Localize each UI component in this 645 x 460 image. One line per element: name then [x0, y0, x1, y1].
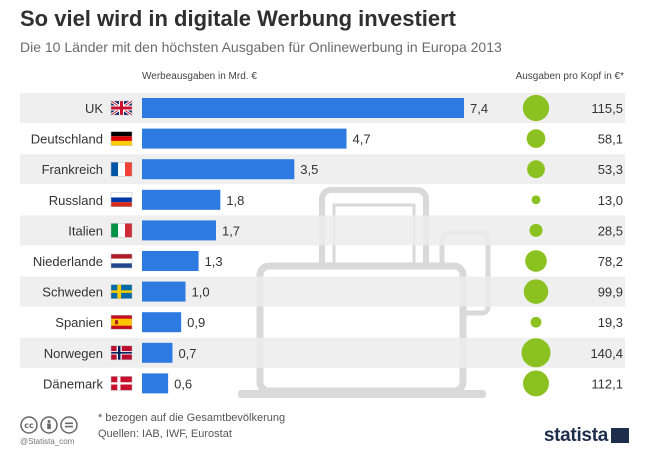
bar	[142, 98, 464, 118]
sweden-flag-icon	[110, 284, 133, 299]
bubble	[525, 250, 547, 272]
bubble-value-label: 53,3	[598, 162, 623, 177]
footnote: * bezogen auf die Gesamtbevölkerung	[98, 412, 286, 424]
chart-row: Dänemark 0,6 112,1	[43, 370, 623, 397]
category-label: Deutschland	[31, 132, 103, 147]
denmark-flag-icon	[110, 376, 133, 391]
bubble	[527, 160, 545, 179]
bubble-value-label: 28,5	[598, 223, 623, 238]
bar	[142, 189, 221, 210]
bar-value-label: 1,8	[226, 193, 244, 208]
cc-license-icons: cc	[20, 416, 78, 434]
category-label: Frankreich	[42, 162, 103, 177]
bar-value-label: 1,3	[205, 254, 223, 269]
category-label: Italien	[68, 223, 103, 238]
bar-value-label: 7,4	[470, 101, 488, 116]
category-label: Russland	[49, 193, 103, 208]
svg-text:cc: cc	[24, 421, 34, 430]
bar	[142, 342, 173, 363]
bar	[142, 312, 182, 333]
category-label: Niederlande	[33, 254, 103, 269]
bubble-header: Ausgaben pro Kopf in €*	[516, 71, 625, 82]
bubble	[523, 279, 549, 304]
bubble-value-label: 78,2	[598, 254, 623, 269]
bar	[142, 159, 295, 180]
chart-row: Spanien 0,9 19,3	[55, 312, 623, 333]
attribution-icon	[40, 416, 58, 434]
bubble-value-label: 99,9	[598, 285, 623, 300]
category-label: Schweden	[42, 285, 103, 300]
chart-rows: UK 7,4 115,5 Deutschland 4,7 58,1 Frankreich 3,…	[20, 93, 625, 397]
netherlands-flag-icon	[110, 253, 133, 269]
bubble	[529, 223, 543, 237]
bubble-value-label: 112,1	[591, 376, 623, 391]
germany-flag-icon	[110, 131, 133, 146]
bar	[142, 220, 216, 241]
category-label: Spanien	[55, 315, 103, 330]
chart-row: Russland 1,8 13,0	[49, 189, 623, 210]
russia-flag-icon	[110, 192, 133, 208]
bar-value-label: 0,9	[187, 315, 205, 330]
bubble-value-label: 115,5	[591, 101, 623, 116]
bar	[142, 281, 186, 302]
uk-flag-icon	[110, 99, 133, 117]
chart-title: So viel wird in digitale Werbung investi…	[20, 6, 457, 31]
norway-flag-icon	[110, 345, 133, 361]
chart-row: Schweden 1,0 99,9	[20, 276, 625, 307]
bar	[142, 373, 169, 394]
france-flag-icon	[110, 161, 133, 177]
category-label: UK	[85, 101, 103, 116]
spain-flag-icon	[110, 314, 133, 330]
bar-value-label: 3,5	[300, 162, 318, 177]
chart-row: UK 7,4 115,5	[20, 93, 625, 123]
statista-logo: statista	[544, 425, 629, 447]
bubble-value-label: 140,4	[590, 346, 623, 361]
bar-value-label: 0,7	[178, 346, 196, 361]
no-derivatives-icon	[60, 416, 78, 434]
chart-row: Italien 1,7 28,5	[20, 215, 625, 246]
bar	[142, 128, 347, 149]
bubble-value-label: 58,1	[598, 132, 623, 147]
bar-value-label: 0,6	[174, 376, 192, 391]
category-label: Norwegen	[44, 346, 103, 361]
bubble	[523, 370, 549, 397]
bubble	[531, 195, 541, 205]
chart-row: Norwegen 0,7 140,4	[20, 337, 625, 368]
cc-icon: cc	[20, 416, 38, 434]
sources: Quellen: IAB, IWF, Eurostat	[98, 428, 232, 440]
chart-row: Frankreich 3,5 53,3	[20, 154, 625, 185]
bubble	[521, 338, 551, 368]
chart-subtitle: Die 10 Länder mit den höchsten Ausgaben …	[20, 39, 502, 55]
bar-value-label: 4,7	[353, 132, 371, 147]
bar-value-label: 1,7	[222, 223, 240, 238]
statista-logo-mark-icon	[611, 428, 629, 443]
category-label: Dänemark	[43, 376, 103, 391]
bubble	[530, 316, 542, 328]
bar-header: Werbeausgaben in Mrd. €	[142, 71, 257, 82]
bubble	[522, 94, 550, 122]
statista-handle: @Statista_com	[20, 437, 75, 446]
chart-row: Niederlande 1,3 78,2	[33, 250, 623, 272]
italy-flag-icon	[110, 223, 133, 238]
bubble-value-label: 19,3	[598, 315, 623, 330]
statista-logo-text: statista	[543, 425, 608, 446]
bar	[142, 251, 199, 271]
bubble-value-label: 13,0	[598, 193, 623, 208]
bar-chart: UK 7,4 115,5 Deutschland 4,7 58,1 Frankreich 3,…	[20, 71, 625, 398]
chart-row: Deutschland 4,7 58,1	[31, 128, 623, 149]
bubble	[526, 129, 546, 148]
bar-value-label: 1,0	[192, 285, 210, 300]
